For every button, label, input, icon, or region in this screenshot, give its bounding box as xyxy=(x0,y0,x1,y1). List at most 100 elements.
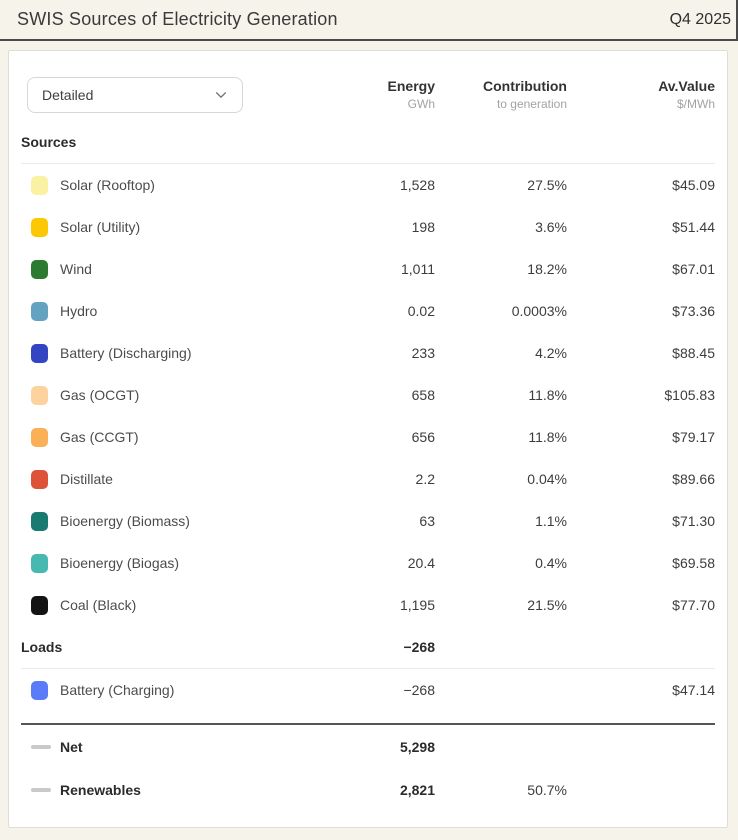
widget-header: SWIS Sources of Electricity Generation Q… xyxy=(0,0,738,41)
av-value: $67.01 xyxy=(672,261,715,277)
energy-value: 658 xyxy=(411,387,435,403)
table-row[interactable]: Gas (OCGT) 658 11.8% $105.83 xyxy=(21,374,715,416)
energy-value: 1,011 xyxy=(401,261,435,277)
energy-value: 20.4 xyxy=(407,555,435,571)
table-row[interactable]: Solar (Rooftop) 1,528 27.5% $45.09 xyxy=(21,164,715,206)
summary-label: Net xyxy=(60,738,83,755)
period-label: Q4 2025 xyxy=(669,10,731,28)
av-value: $69.58 xyxy=(672,555,715,571)
fuel-label: Hydro xyxy=(60,303,98,319)
fuel-color-swatch xyxy=(31,469,48,489)
fuel-color-swatch xyxy=(31,175,48,195)
table-row[interactable]: Battery (Charging) −268 $47.14 xyxy=(21,669,715,711)
divider xyxy=(21,668,715,669)
fuel-label: Bioenergy (Biogas) xyxy=(60,555,180,571)
summary-row-group: Net 5,298 Renewables 2,821 50.7% xyxy=(21,725,715,811)
loads-section-heading: Loads xyxy=(21,639,63,655)
table-row[interactable]: Bioenergy (Biomass) 63 1.1% $71.30 xyxy=(21,500,715,542)
energy-value: 2,821 xyxy=(399,781,435,798)
divider xyxy=(21,163,715,164)
table-row[interactable]: Solar (Utility) 198 3.6% $51.44 xyxy=(21,206,715,248)
dash-icon xyxy=(31,744,51,749)
loads-section-heading-row: Loads −268 xyxy=(21,626,715,668)
av-value: $79.17 xyxy=(672,429,715,445)
contribution-value: 1.1% xyxy=(535,513,567,529)
energy-value: 63 xyxy=(419,513,435,529)
contribution-value: 4.2% xyxy=(535,345,567,361)
summary-row[interactable]: Net 5,298 xyxy=(21,725,715,768)
fuel-color-swatch xyxy=(31,301,48,321)
chevron-down-icon xyxy=(215,92,227,98)
av-value: $51.44 xyxy=(672,219,715,235)
contribution-value: 27.5% xyxy=(527,177,567,193)
column-header-energy: Energy GWh xyxy=(387,78,435,111)
fuel-color-swatch xyxy=(31,680,48,700)
page-title: SWIS Sources of Electricity Generation xyxy=(17,9,338,29)
fuel-label: Wind xyxy=(60,261,92,277)
energy-value: −268 xyxy=(403,682,435,698)
contribution-value: 0.04% xyxy=(527,471,567,487)
fuel-color-swatch xyxy=(31,385,48,405)
energy-value: 2.2 xyxy=(415,471,435,487)
fuel-label: Solar (Utility) xyxy=(60,219,141,235)
table-row[interactable]: Bioenergy (Biogas) 20.4 0.4% $69.58 xyxy=(21,542,715,584)
generation-table-card: Detailed Energy GWh Contribution to gene… xyxy=(8,50,728,828)
fuel-color-swatch xyxy=(31,217,48,237)
fuel-label: Bioenergy (Biomass) xyxy=(60,513,190,529)
contribution-value: 11.8% xyxy=(528,387,567,403)
summary-row[interactable]: Renewables 2,821 50.7% xyxy=(21,768,715,811)
contribution-value: 21.5% xyxy=(527,597,567,613)
fuel-color-swatch xyxy=(31,595,48,615)
contribution-value: 11.8% xyxy=(528,429,567,445)
energy-value: 0.02 xyxy=(407,303,435,319)
fuel-color-swatch xyxy=(31,259,48,279)
av-value: $45.09 xyxy=(672,177,715,193)
summary-divider xyxy=(21,723,715,725)
contribution-value: 0.0003% xyxy=(511,303,567,319)
contribution-value: 3.6% xyxy=(535,219,567,235)
energy-value: 233 xyxy=(411,345,435,361)
fuel-label: Battery (Charging) xyxy=(60,682,175,698)
fuel-color-swatch xyxy=(31,511,48,531)
column-header-av-value: Av.Value $/MWh xyxy=(658,78,715,111)
av-value: $88.45 xyxy=(672,345,715,361)
fuel-color-swatch xyxy=(31,427,48,447)
column-header-contribution: Contribution to generation xyxy=(483,78,567,111)
contribution-value: 18.2% xyxy=(527,261,567,277)
fuel-label: Solar (Rooftop) xyxy=(60,177,155,193)
av-value: $77.70 xyxy=(672,597,715,613)
table-row[interactable]: Battery (Discharging) 233 4.2% $88.45 xyxy=(21,332,715,374)
fuel-color-swatch xyxy=(31,343,48,363)
av-value: $71.30 xyxy=(672,513,715,529)
fuel-label: Coal (Black) xyxy=(60,597,137,613)
view-mode-dropdown[interactable]: Detailed xyxy=(27,77,243,113)
fuel-label: Battery (Discharging) xyxy=(60,345,192,361)
av-value: $47.14 xyxy=(672,682,715,698)
sources-row-group: Solar (Rooftop) 1,528 27.5% $45.09 Solar… xyxy=(21,164,715,626)
fuel-color-swatch xyxy=(31,553,48,573)
contribution-value: 50.7% xyxy=(527,781,567,798)
av-value: $105.83 xyxy=(664,387,715,403)
table-toolbar: Detailed Energy GWh Contribution to gene… xyxy=(21,77,715,113)
loads-row-group: Battery (Charging) −268 $47.14 xyxy=(21,669,715,711)
table-row[interactable]: Wind 1,011 18.2% $67.01 xyxy=(21,248,715,290)
dash-icon xyxy=(31,787,51,792)
fuel-label: Gas (OCGT) xyxy=(60,387,140,403)
table-row[interactable]: Distillate 2.2 0.04% $89.66 xyxy=(21,458,715,500)
energy-value: 656 xyxy=(411,429,435,445)
loads-energy-total: −268 xyxy=(403,639,435,655)
view-mode-value: Detailed xyxy=(42,87,94,103)
fuel-label: Distillate xyxy=(60,471,113,487)
summary-label: Renewables xyxy=(60,781,141,798)
table-row[interactable]: Hydro 0.02 0.0003% $73.36 xyxy=(21,290,715,332)
fuel-label: Gas (CCGT) xyxy=(60,429,139,445)
table-row[interactable]: Gas (CCGT) 656 11.8% $79.17 xyxy=(21,416,715,458)
energy-value: 5,298 xyxy=(399,738,435,755)
contribution-value: 0.4% xyxy=(535,555,567,571)
table-row[interactable]: Coal (Black) 1,195 21.5% $77.70 xyxy=(21,584,715,626)
av-value: $89.66 xyxy=(672,471,715,487)
energy-value: 1,528 xyxy=(399,177,435,193)
energy-value: 1,195 xyxy=(399,597,435,613)
av-value: $73.36 xyxy=(672,303,715,319)
energy-value: 198 xyxy=(411,219,435,235)
